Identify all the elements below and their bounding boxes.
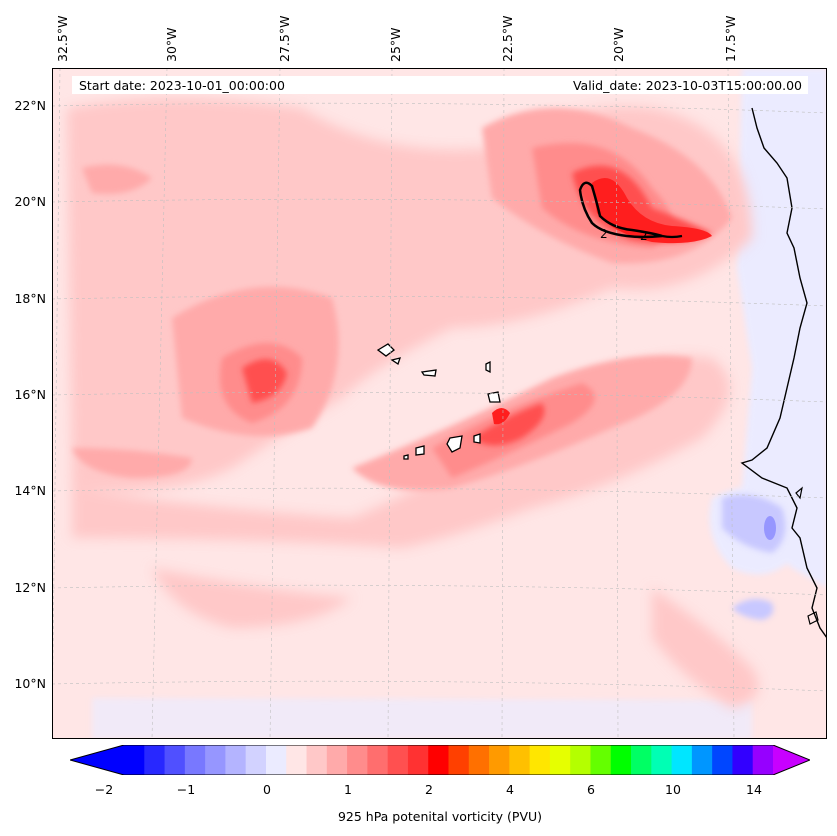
map-frame — [52, 68, 827, 739]
lon-label-20w: 20°W — [611, 27, 626, 62]
island-sal — [485, 360, 491, 374]
cbar-tick-10: 10 — [665, 782, 681, 797]
colorbar-cell — [468, 745, 490, 775]
lon-label-25w: 25°W — [388, 27, 403, 62]
pv-2-contour-tail — [661, 234, 683, 239]
colorbar-cell — [286, 745, 308, 775]
colorbar-cell — [448, 745, 470, 775]
lat-label-18n: 18°N — [14, 291, 46, 306]
lat-label-20n: 20°N — [14, 194, 46, 209]
colorbar-cell — [205, 745, 226, 775]
cbar-tick-neg1: −1 — [176, 782, 196, 797]
colorbar-cell — [164, 745, 186, 775]
colorbar-cell — [387, 745, 409, 775]
colorbar-cell — [590, 745, 612, 775]
coast-detail — [795, 486, 803, 500]
lon-label-17-5w: 17.5°W — [723, 15, 738, 62]
colorbar-cell — [570, 745, 591, 775]
lat-label-16n: 16°N — [14, 387, 46, 402]
colorbar-cell — [752, 745, 774, 775]
island-sao-nicolau — [420, 369, 437, 377]
colorbar-cell — [407, 745, 429, 775]
colorbar-cell — [184, 745, 206, 775]
lat-label-10n: 10°N — [14, 676, 46, 691]
colorbar-cell — [651, 745, 673, 775]
island-boa-vista — [487, 391, 501, 403]
colorbar-cell — [549, 745, 571, 775]
cbar-tick-4: 4 — [506, 782, 514, 797]
contour-label-1: 2 — [600, 227, 608, 241]
african-coastline — [740, 107, 827, 639]
cbar-tick-1: 1 — [344, 782, 352, 797]
cbar-tick-neg2: −2 — [94, 782, 114, 797]
negative-pv-core — [764, 516, 776, 540]
pv-peak-field — [492, 178, 712, 425]
lon-label-32-5w: 32.5°W — [55, 15, 70, 62]
colorbar-cell — [691, 745, 713, 775]
start-date-label: Start date: 2023-10-01_00:00:00 — [79, 78, 285, 93]
colorbar-cell — [671, 745, 693, 775]
lat-label-22n: 22°N — [14, 98, 46, 113]
potential-vorticity-map[interactable]: 2 2 — [52, 68, 827, 739]
colorbar-label: 925 hPa potenital vorticity (PVU) — [337, 809, 543, 824]
colorbar-cell — [124, 745, 145, 775]
colorbar-cell — [265, 745, 287, 775]
cbar-tick-2: 2 — [425, 782, 433, 797]
cbar-tick-14: 14 — [746, 782, 762, 797]
colorbar-cell — [509, 745, 531, 775]
island-santo-antao — [376, 343, 395, 357]
colorbar-cell — [367, 745, 389, 775]
colorbar-cell — [712, 745, 733, 775]
island-sao-vicente — [390, 357, 401, 366]
colorbar-cell — [306, 745, 328, 775]
colorbar-cell — [144, 745, 166, 775]
colorbar — [70, 745, 810, 775]
colorbar-cell — [631, 745, 652, 775]
pv-2-contour — [578, 181, 663, 239]
island-maio — [473, 433, 481, 444]
cbar-tick-6: 6 — [587, 782, 595, 797]
valid-date-label: Valid_date: 2023-10-03T15:00:00.00 — [572, 78, 802, 93]
colorbar-cell — [225, 745, 247, 775]
lon-label-30w: 30°W — [164, 27, 179, 62]
cape-verde-islands — [376, 343, 501, 460]
colorbar-cell — [732, 745, 754, 775]
colorbar-cell — [326, 745, 348, 775]
colorbar-min-arrow — [70, 745, 124, 775]
colorbar-cell — [245, 745, 267, 775]
lon-label-22-5w: 22.5°W — [500, 15, 515, 62]
island-brava — [403, 454, 409, 460]
colorbar-cell — [529, 745, 551, 775]
colorbar-cell — [489, 745, 510, 775]
island-santiago — [446, 435, 463, 453]
colorbar-cell — [610, 745, 632, 775]
lat-label-14n: 14°N — [14, 483, 46, 498]
island-fogo — [415, 445, 425, 456]
date-header — [72, 76, 808, 94]
colorbar-cell — [428, 745, 449, 775]
negative-pv-light-zones — [92, 68, 827, 739]
colorbar-cell — [347, 745, 368, 775]
lon-label-27-5w: 27.5°W — [277, 15, 292, 62]
cbar-tick-0: 0 — [263, 782, 271, 797]
lat-label-12n: 12°N — [14, 580, 46, 595]
graticule — [52, 68, 827, 739]
bijagos-islands — [807, 611, 819, 625]
contour-label-2: 2 — [640, 229, 648, 243]
colorbar-max-arrow — [773, 745, 810, 775]
